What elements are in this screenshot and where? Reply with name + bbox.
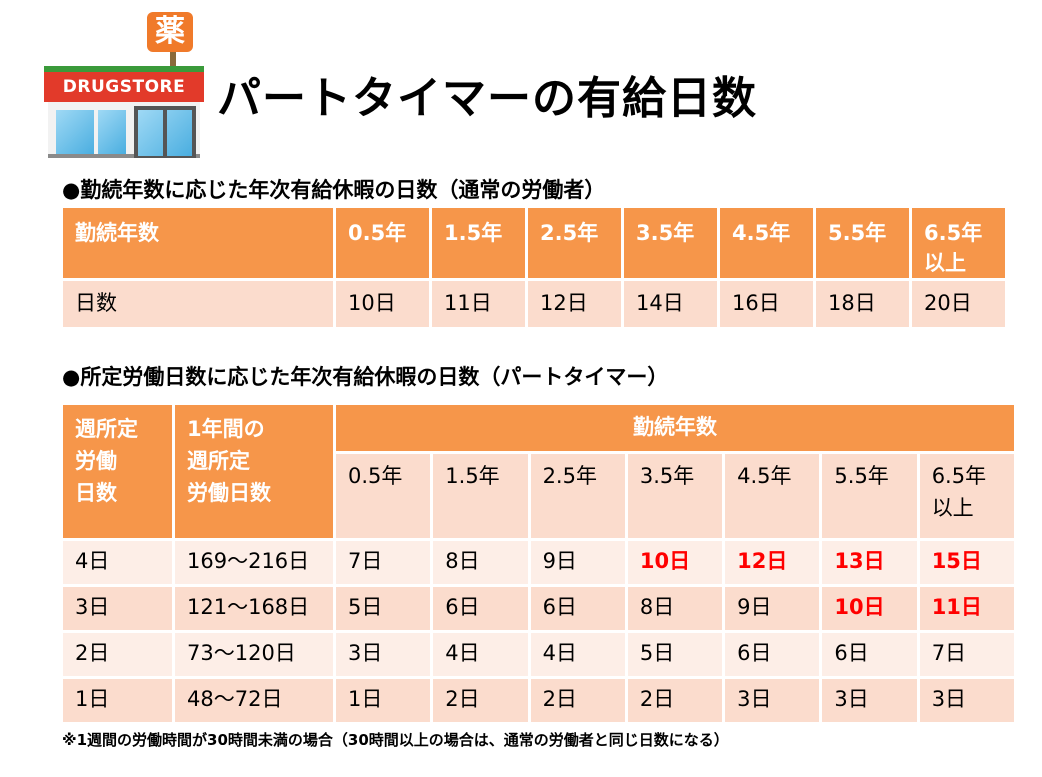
- store-sign: DRUGSTORE: [44, 66, 204, 102]
- days-cell: 2日: [527, 676, 628, 725]
- days-cell: 15日: [916, 538, 1018, 587]
- days-cell: 12日: [722, 538, 823, 587]
- row-label: 日数: [60, 278, 336, 330]
- table-header-row: 週所定 労働 日数 1年間の 週所定 労働日数 勤続年数: [60, 402, 1017, 541]
- days-cell: 12日: [525, 278, 624, 330]
- table-row: 2日 73～120日 3日 4日 4日 5日 6日 6日 7日: [60, 630, 1018, 679]
- days-cell: 3日: [722, 676, 823, 725]
- days-cell: 18日: [813, 278, 912, 330]
- year-header: 4.5年: [722, 451, 823, 541]
- days-cell: 20日: [909, 278, 1008, 330]
- days-cell: 1日: [332, 676, 434, 725]
- table-row: 3日 121～168日 5日 6日 6日 8日 9日 10日 11日: [60, 584, 1018, 633]
- year-header: 1.5年: [429, 205, 528, 281]
- year-header: 0.5年: [333, 205, 432, 281]
- annual-days-header: 1年間の 週所定 労働日数: [172, 402, 336, 541]
- days-cell: 3日: [332, 630, 434, 679]
- year-header: 4.5年: [717, 205, 816, 281]
- year-header: 2.5年: [525, 205, 624, 281]
- year-header: 5.5年: [813, 205, 912, 281]
- week-days-cell: 1日: [60, 676, 175, 725]
- year-header: 3.5年: [624, 451, 726, 541]
- part-timer-table: 週所定 労働 日数 1年間の 週所定 労働日数 勤続年数 0.5年 1.5年 2.5…: [60, 402, 1018, 725]
- door-divider: [163, 110, 167, 156]
- drugstore-icon: 薬 DRUGSTORE: [44, 10, 204, 158]
- header-text: 1年間の 週所定 労働日数: [187, 417, 271, 505]
- section1-heading: ●勤続年数に応じた年次有給休暇の日数（通常の労働者）: [62, 178, 606, 202]
- week-days-cell: 4日: [60, 538, 175, 587]
- regular-worker-table: 勤続年数 0.5年 1.5年 2.5年 3.5年 4.5年 5.5年 6.5年 以上 日数 …: [60, 205, 1008, 330]
- table-header-row: 勤続年数 0.5年 1.5年 2.5年 3.5年 4.5年 5.5年 6.5年 以上: [60, 205, 1008, 281]
- days-cell: 3日: [819, 676, 920, 725]
- days-cell: 8日: [624, 584, 726, 633]
- days-cell: 16日: [717, 278, 816, 330]
- days-cell: 14日: [621, 278, 720, 330]
- table-row: 4日 169～216日 7日 8日 9日 10日 12日 13日 15日: [60, 538, 1018, 587]
- days-cell: 2日: [624, 676, 726, 725]
- days-cell: 6日: [819, 630, 920, 679]
- page-title: パートタイマーの有給日数: [217, 73, 757, 124]
- days-cell: 6日: [430, 584, 531, 633]
- store-facade: [48, 102, 200, 158]
- section2-heading: ●所定労働日数に応じた年次有給休暇の日数（パートタイマー）: [62, 365, 669, 389]
- year-header: 5.5年: [819, 451, 920, 541]
- annual-days-cell: 121～168日: [172, 584, 336, 633]
- header-cell: 勤続年数: [60, 205, 336, 281]
- days-cell: 10日: [819, 584, 920, 633]
- days-cell: 10日: [333, 278, 432, 330]
- header-text: 週所定 労働 日数: [75, 417, 138, 505]
- days-cell: 5日: [332, 584, 434, 633]
- days-cell: 11日: [429, 278, 528, 330]
- days-cell: 2日: [430, 676, 531, 725]
- days-cell: 8日: [430, 538, 531, 587]
- days-cell: 6日: [527, 584, 628, 633]
- week-days-cell: 3日: [60, 584, 175, 633]
- sign-post: [170, 48, 176, 68]
- days-cell: 4日: [430, 630, 531, 679]
- year-header: 0.5年: [332, 451, 434, 541]
- year-header: 1.5年: [430, 451, 531, 541]
- table-row: 日数 10日 11日 12日 14日 16日 18日 20日: [60, 278, 1008, 330]
- store-window: [56, 110, 94, 154]
- days-cell: 10日: [624, 538, 726, 587]
- days-cell: 5日: [624, 630, 726, 679]
- days-cell: 7日: [916, 630, 1018, 679]
- tenure-group-header: 勤続年数: [333, 402, 1017, 454]
- annual-days-cell: 73～120日: [172, 630, 336, 679]
- table-header-row: 0.5年 1.5年 2.5年 3.5年 4.5年 5.5年 6.5年 以上: [61, 451, 1018, 541]
- annual-days-cell: 169～216日: [172, 538, 336, 587]
- days-cell: 9日: [722, 584, 823, 633]
- year-header: 3.5年: [621, 205, 720, 281]
- days-cell: 4日: [527, 630, 628, 679]
- medicine-sign: 薬: [147, 12, 193, 52]
- footnote: ※1週間の労働時間が30時間未満の場合（30時間以上の場合は、通常の労働者と同じ…: [62, 731, 729, 749]
- annual-days-cell: 48～72日: [172, 676, 336, 725]
- table-row: 1日 48～72日 1日 2日 2日 2日 3日 3日 3日: [60, 676, 1018, 725]
- store-door: [134, 106, 196, 158]
- week-days-header: 週所定 労働 日数: [60, 402, 175, 541]
- days-cell: 13日: [819, 538, 920, 587]
- year-header: 6.5年 以上: [916, 451, 1018, 541]
- days-cell: 7日: [332, 538, 434, 587]
- days-cell: 3日: [916, 676, 1018, 725]
- year-header: 6.5年 以上: [909, 205, 1008, 281]
- days-cell: 11日: [916, 584, 1018, 633]
- days-cell: 9日: [527, 538, 628, 587]
- store-window: [98, 110, 126, 154]
- week-days-cell: 2日: [60, 630, 175, 679]
- year-header: 2.5年: [527, 451, 628, 541]
- days-cell: 6日: [722, 630, 823, 679]
